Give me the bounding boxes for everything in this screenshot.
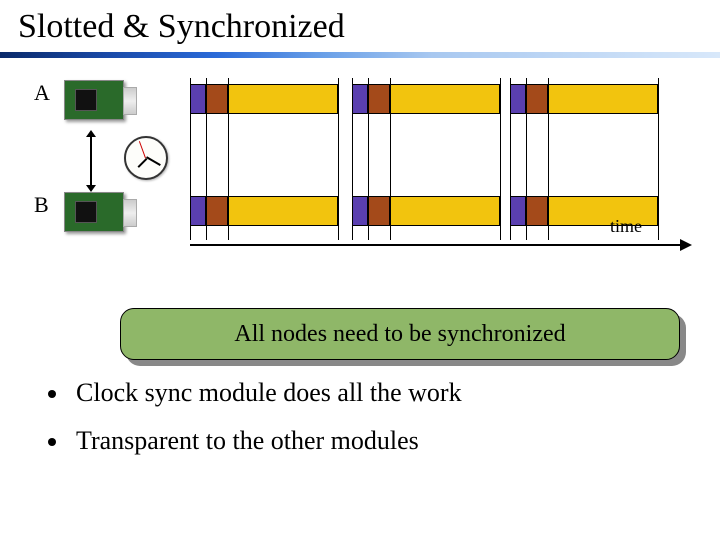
slot-segment bbox=[206, 196, 228, 226]
slot-boundary-tick bbox=[510, 78, 511, 240]
bullet-list: Clock sync module does all the work Trans… bbox=[70, 378, 720, 456]
sensor-board-a bbox=[64, 80, 144, 134]
timeline-row-a bbox=[190, 84, 660, 124]
node-label-a: A bbox=[34, 80, 50, 106]
slot-segment bbox=[510, 84, 526, 114]
slot-boundary-tick bbox=[500, 78, 501, 240]
slot-segment bbox=[390, 84, 500, 114]
time-axis bbox=[190, 244, 690, 246]
bullet-item: Transparent to the other modules bbox=[70, 426, 720, 456]
slot-boundary-tick bbox=[228, 78, 229, 240]
slot-segment bbox=[228, 196, 338, 226]
slot-boundary-tick bbox=[658, 78, 659, 240]
timing-diagram: A Btime bbox=[20, 76, 700, 286]
slot-segment bbox=[352, 196, 368, 226]
slot-boundary-tick bbox=[190, 78, 191, 240]
slot-segment bbox=[526, 196, 548, 226]
sync-double-arrow bbox=[86, 130, 96, 192]
time-axis-label: time bbox=[610, 216, 642, 237]
slot-boundary-tick bbox=[368, 78, 369, 240]
slot-boundary-tick bbox=[526, 78, 527, 240]
callout-text: All nodes need to be synchronized bbox=[234, 321, 565, 348]
slot-segment bbox=[526, 84, 548, 114]
bullet-item: Clock sync module does all the work bbox=[70, 378, 720, 408]
callout-box: All nodes need to be synchronized bbox=[120, 308, 680, 360]
slot-boundary-tick bbox=[206, 78, 207, 240]
slot-boundary-tick bbox=[390, 78, 391, 240]
slide-title: Slotted & Synchronized bbox=[0, 0, 720, 52]
slot-segment bbox=[368, 84, 390, 114]
slot-segment bbox=[368, 196, 390, 226]
timeline-row-b bbox=[190, 196, 660, 236]
node-label-b: B bbox=[34, 192, 49, 218]
slot-boundary-tick bbox=[338, 78, 339, 240]
slot-segment bbox=[228, 84, 338, 114]
slot-segment bbox=[190, 84, 206, 114]
title-underline bbox=[0, 52, 720, 58]
slot-segment bbox=[190, 196, 206, 226]
slot-segment bbox=[390, 196, 500, 226]
slot-boundary-tick bbox=[352, 78, 353, 240]
callout: All nodes need to be synchronized bbox=[120, 308, 680, 360]
slot-segment bbox=[548, 84, 658, 114]
sensor-board-b bbox=[64, 192, 144, 246]
clock-icon bbox=[124, 136, 168, 180]
slot-segment bbox=[510, 196, 526, 226]
slot-segment bbox=[352, 84, 368, 114]
slot-boundary-tick bbox=[548, 78, 549, 240]
slot-segment bbox=[206, 84, 228, 114]
